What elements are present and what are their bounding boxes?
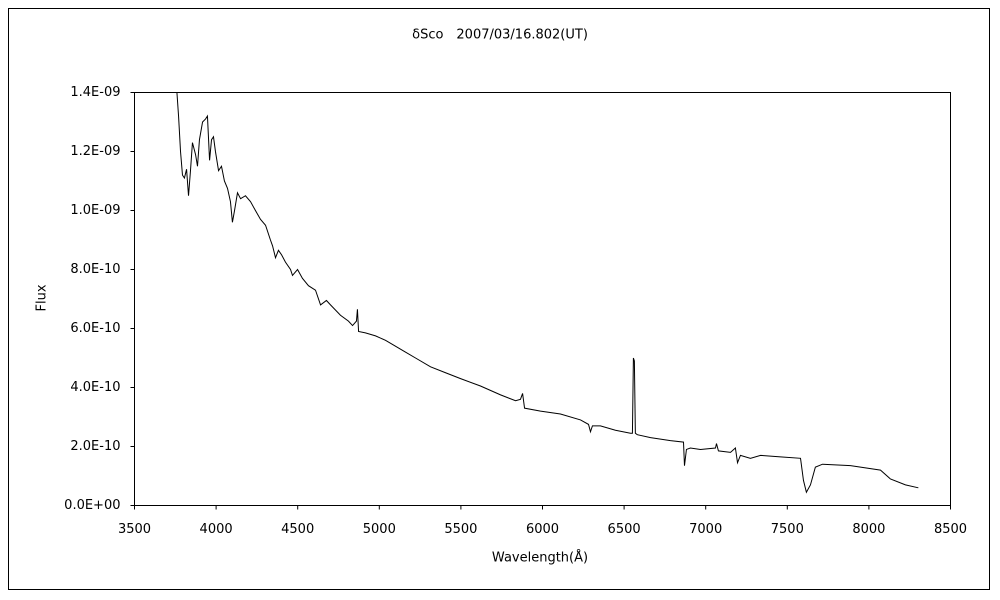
x-tick-label: 4000 [200, 522, 233, 537]
x-tick-label: 5500 [444, 522, 477, 537]
y-axis-label: Flux [35, 284, 50, 311]
x-tick-label: 6000 [526, 522, 559, 537]
spectrum-line [176, 92, 919, 494]
y-tick-label: 1.2E-09 [70, 144, 120, 159]
y-tick-label: 8.0E-10 [70, 262, 120, 277]
x-tick-label: 3500 [118, 522, 151, 537]
y-tick-label: 0.0E+00 [64, 498, 120, 513]
x-tick-label: 6500 [608, 522, 641, 537]
x-tick-label: 7000 [689, 522, 722, 537]
x-tick-label: 4500 [281, 522, 314, 537]
y-tick-label: 1.0E-09 [70, 203, 120, 218]
x-tick-label: 5000 [363, 522, 396, 537]
x-axis-label: Wavelength(Å) [492, 550, 588, 566]
x-tick-label: 8500 [934, 522, 967, 537]
y-tick-label: 1.4E-09 [70, 85, 120, 100]
chart-title: δSco 2007/03/16.802(UT) [412, 28, 588, 43]
x-tick-label: 8000 [852, 522, 885, 537]
chart-border [8, 8, 990, 590]
x-tick-label: 7500 [771, 522, 804, 537]
y-tick-label: 2.0E-10 [70, 439, 120, 454]
y-tick-label: 4.0E-10 [70, 380, 120, 395]
y-tick-label: 6.0E-10 [70, 321, 120, 336]
